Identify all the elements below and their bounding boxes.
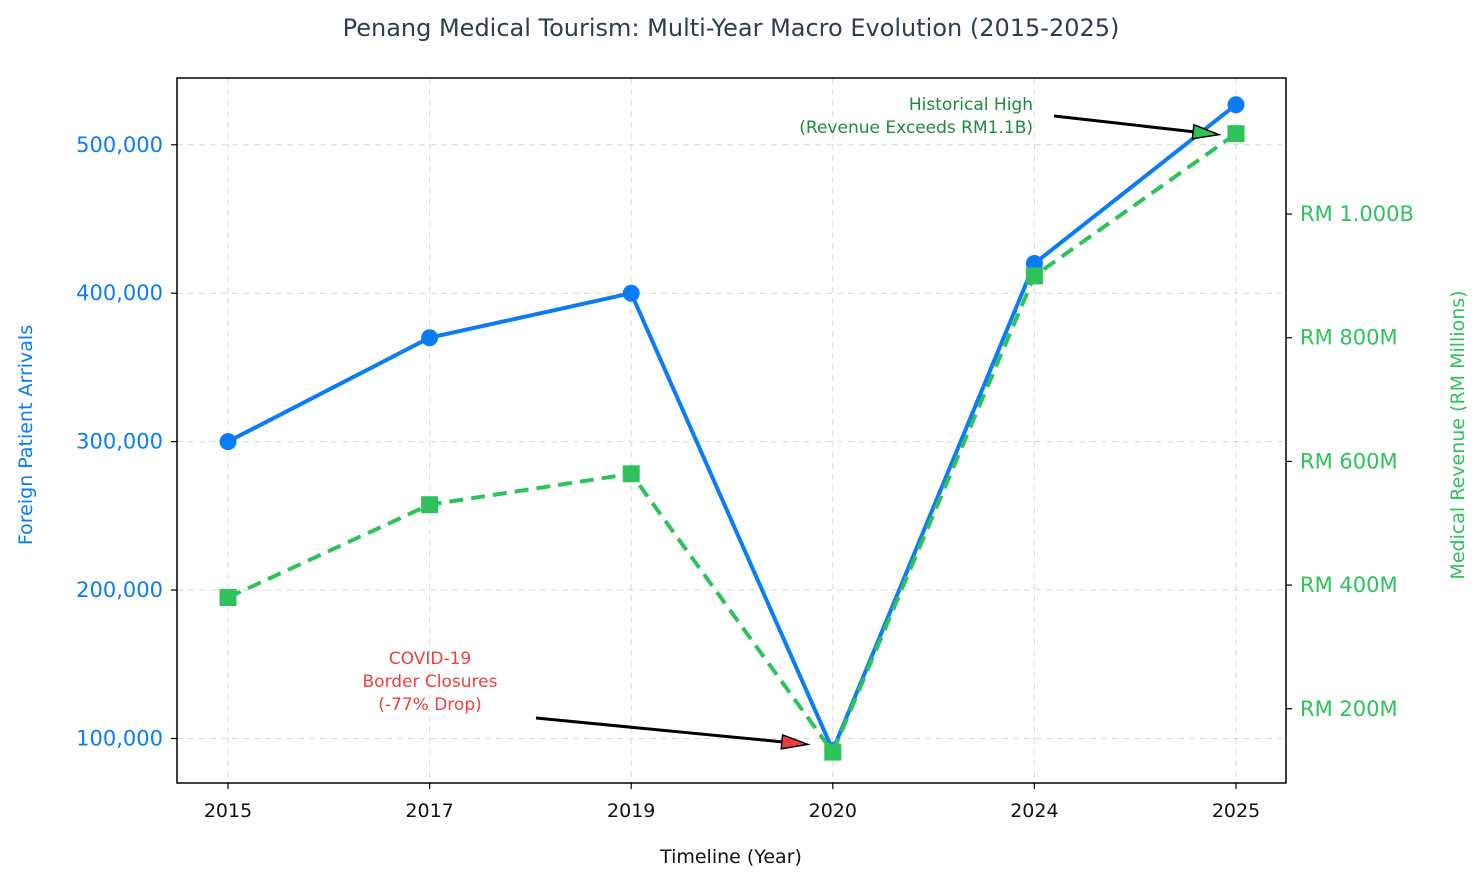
historical-high-annotation-text: Historical High bbox=[909, 95, 1033, 115]
left-y-tick-label: 400,000 bbox=[76, 281, 163, 305]
plot-area-frame bbox=[176, 77, 1287, 784]
series-2-point bbox=[421, 496, 439, 514]
right-y-tick-label: RM 600M bbox=[1300, 449, 1398, 473]
right-y-axis-label: Medical Revenue (RM Millions) bbox=[1447, 290, 1469, 579]
covid-annotation-arrow-shaft bbox=[535, 716, 783, 744]
x-tick-label: 2025 bbox=[1212, 800, 1260, 822]
covid-annotation-text: (-77% Drop) bbox=[378, 695, 482, 715]
right-y-tick-label: RM 400M bbox=[1300, 573, 1398, 597]
series-line-1 bbox=[227, 103, 1238, 753]
x-tick-label: 2020 bbox=[809, 800, 857, 822]
series-1-point bbox=[622, 284, 640, 302]
left-y-axis: 100,000 200,000 300,000 400,000 500,000 bbox=[76, 133, 177, 750]
series-1-point bbox=[219, 433, 237, 451]
right-y-tick-label: RM 200M bbox=[1300, 697, 1398, 721]
series-layer bbox=[219, 96, 1245, 761]
x-tick-label: 2019 bbox=[607, 800, 655, 822]
historical-high-annotation-text: (Revenue Exceeds RM1.1B) bbox=[799, 118, 1033, 138]
series-2-point bbox=[824, 743, 842, 761]
right-y-tick-label: RM 800M bbox=[1300, 326, 1398, 350]
series-1-point bbox=[1227, 96, 1245, 114]
right-y-axis: RM 200M RM 400M RM 600M RM 800M RM 1.000B bbox=[1286, 202, 1414, 721]
series-2-point bbox=[219, 588, 237, 606]
annotations: COVID-19 Border Closures (-77% Drop) Histor… bbox=[363, 95, 1222, 750]
series-2-point bbox=[1025, 267, 1043, 285]
left-y-axis-label: Foreign Patient Arrivals bbox=[15, 325, 37, 545]
grid-lines bbox=[177, 78, 1286, 783]
x-tick-label: 2017 bbox=[405, 800, 453, 822]
series-2-point bbox=[1227, 125, 1245, 143]
left-y-tick-label: 200,000 bbox=[76, 578, 163, 602]
historical-high-annotation-arrow-head bbox=[1191, 123, 1222, 140]
covid-annotation-text: Border Closures bbox=[363, 672, 498, 692]
covid-annotation-arrow-head bbox=[780, 733, 811, 750]
covid-annotation-text: COVID-19 bbox=[389, 649, 471, 669]
series-1-point bbox=[421, 329, 439, 347]
x-axis: 2015 2017 2019 2020 2024 2025 bbox=[204, 783, 1260, 822]
left-y-tick-label: 100,000 bbox=[76, 726, 163, 750]
x-tick-label: 2024 bbox=[1010, 800, 1058, 822]
series-2-point bbox=[622, 465, 640, 483]
x-tick-label: 2015 bbox=[204, 800, 252, 822]
series-line-2 bbox=[227, 132, 1238, 755]
left-y-tick-label: 300,000 bbox=[76, 430, 163, 454]
right-y-tick-label: RM 1.000B bbox=[1300, 202, 1414, 226]
chart-title: Penang Medical Tourism: Multi-Year Macro… bbox=[343, 14, 1120, 42]
historical-high-annotation-arrow-shaft bbox=[1053, 114, 1194, 134]
left-y-tick-label: 500,000 bbox=[76, 133, 163, 157]
x-axis-label: Timeline (Year) bbox=[659, 846, 802, 868]
